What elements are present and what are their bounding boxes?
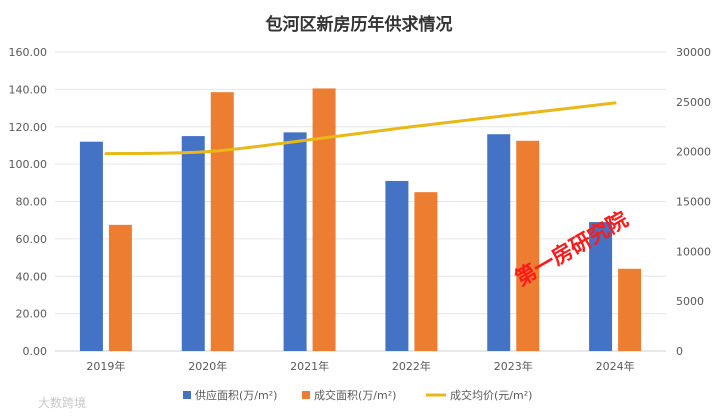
corner-watermark: 大数跨境: [38, 395, 86, 410]
left-tick-label: 60.00: [16, 233, 48, 246]
left-tick-label: 120.00: [9, 121, 48, 134]
x-tick-label: 2021年: [290, 359, 329, 373]
gridlines: [55, 51, 666, 352]
left-axis-ticks: 0.00 20.00 40.00 60.00 80.00 100.00 120.00 140.…: [9, 46, 48, 358]
left-tick-label: 0.00: [23, 345, 48, 358]
supply-bar: [385, 180, 409, 351]
left-tick-label: 100.00: [9, 158, 48, 171]
right-tick-label: 5000: [676, 295, 704, 308]
left-tick-label: 160.00: [9, 46, 48, 59]
left-tick-label: 40.00: [16, 270, 48, 283]
left-tick-label: 140.00: [9, 83, 48, 96]
right-tick-label: 20000: [676, 146, 711, 159]
deal-bar: [210, 92, 234, 351]
x-tick-label: 2024年: [596, 359, 635, 373]
x-tick-label: 2019年: [86, 359, 125, 373]
x-tick-label: 2022年: [392, 359, 431, 373]
x-axis-ticks: 2019年 2020年 2021年 2022年 2023年 2024年: [86, 359, 634, 373]
supply-bar: [487, 134, 511, 351]
left-tick-label: 80.00: [16, 196, 48, 209]
deal-bar: [516, 140, 540, 351]
right-tick-label: 30000: [676, 46, 711, 59]
x-tick-label: 2020年: [188, 359, 227, 373]
left-tick-label: 20.00: [16, 308, 48, 321]
supply-bar: [589, 222, 613, 351]
legend-label: 成交面积(万/m²): [314, 388, 396, 402]
legend-swatch: [302, 391, 310, 399]
x-tick-label: 2023年: [494, 359, 533, 373]
supply-bar: [181, 136, 205, 351]
legend: 供应面积(万/m²) 成交面积(万/m²) 成交均价(元/m²): [183, 388, 532, 402]
deal-bar: [414, 192, 438, 351]
legend-swatch: [183, 391, 191, 399]
deal-bar: [108, 224, 132, 351]
right-tick-label: 10000: [676, 245, 711, 258]
deal-bar: [618, 268, 642, 351]
price-line-path: [104, 101, 617, 156]
right-axis-ticks: 0 5000 10000 15000 20000 25000 30000: [676, 46, 711, 358]
right-tick-label: 15000: [676, 196, 711, 209]
supply-bar: [283, 132, 307, 351]
legend-label: 成交均价(元/m²): [450, 388, 532, 402]
right-tick-label: 0: [676, 345, 683, 358]
deal-bar: [312, 88, 336, 352]
legend-label: 供应面积(万/m²): [195, 388, 277, 402]
bars: [79, 88, 642, 352]
supply-bar: [79, 141, 103, 351]
price-line: [104, 101, 617, 156]
right-tick-label: 25000: [676, 96, 711, 109]
chart-title: 包河区新房历年供求情况: [266, 14, 453, 35]
